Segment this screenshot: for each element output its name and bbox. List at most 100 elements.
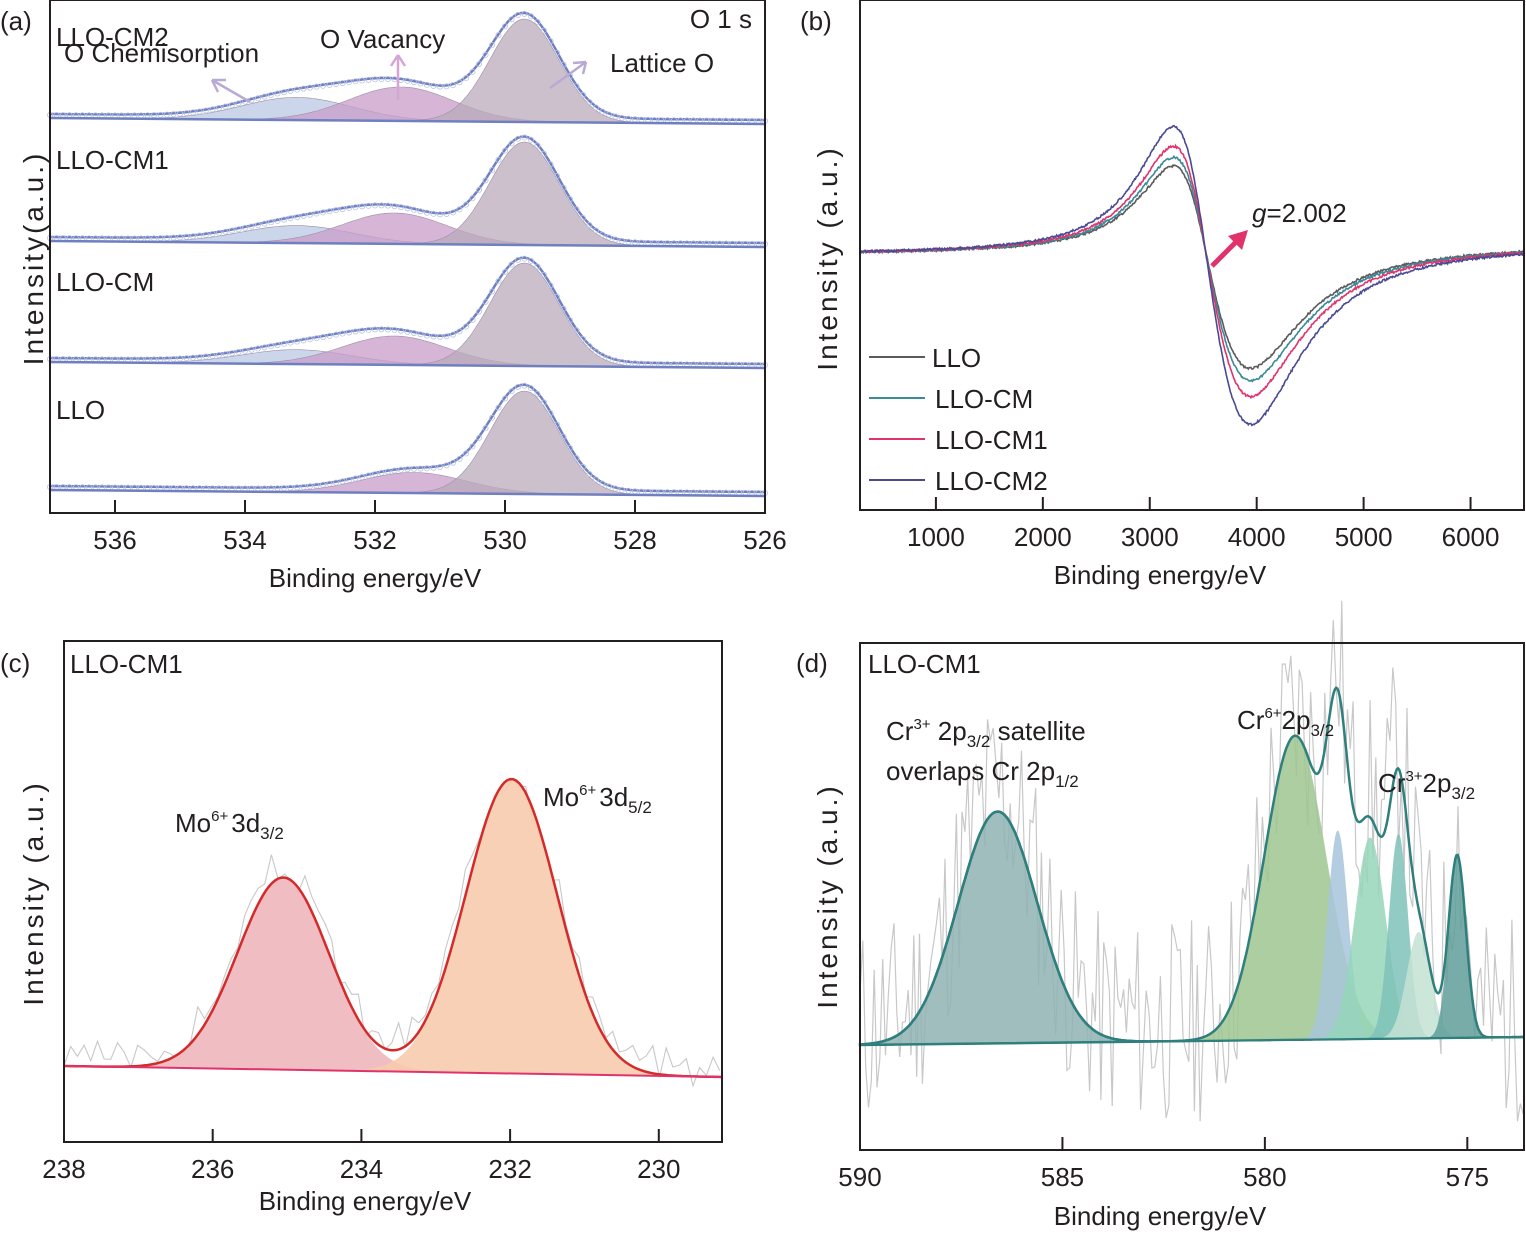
raw-data-point <box>417 331 424 338</box>
raw-data-point <box>528 385 535 392</box>
raw-data-point <box>332 80 339 87</box>
panel-c-sample-label: LLO-CM1 <box>70 649 183 679</box>
raw-data-point <box>488 42 495 49</box>
raw-data-point <box>365 76 372 83</box>
peak-area-7 <box>860 855 1524 1045</box>
raw-data-point <box>319 209 326 216</box>
raw-data-point <box>345 205 352 212</box>
panel-a-frame <box>49 0 766 514</box>
raw-data-point <box>475 308 482 315</box>
raw-data-point <box>534 263 541 270</box>
panel-c-frame <box>63 640 723 1143</box>
raw-data-point <box>365 202 372 209</box>
raw-data-point <box>358 77 365 84</box>
series-line-llo <box>859 163 1525 371</box>
raw-data-point <box>508 140 515 147</box>
raw-data-point <box>267 343 274 350</box>
legend-item: LLO-CM2 <box>869 466 1048 496</box>
raw-data-point <box>157 111 164 118</box>
raw-data-point <box>397 204 404 211</box>
fit-envelope-line <box>859 686 1524 1046</box>
raw-data-point <box>528 257 535 264</box>
raw-data-point <box>436 211 443 218</box>
raw-data-point <box>430 82 437 89</box>
raw-data-point <box>358 474 365 481</box>
raw-data-point <box>196 354 203 361</box>
raw-data-point <box>462 201 469 208</box>
annotation-o-vacancy: O Vacancy <box>320 24 445 54</box>
raw-data-point <box>475 434 482 441</box>
raw-data-point <box>280 485 287 492</box>
x-tick-label: 530 <box>483 525 526 555</box>
panel-c-label: (c) <box>0 648 30 678</box>
raw-data-point <box>482 298 489 305</box>
raw-data-point <box>222 228 229 235</box>
raw-data-point <box>515 383 522 390</box>
raw-data-point <box>345 329 352 336</box>
raw-data-point <box>306 336 313 343</box>
raw-data-point <box>215 229 222 236</box>
raw-data-point <box>235 100 242 107</box>
raw-data-point <box>228 350 235 357</box>
raw-data-point <box>404 77 411 84</box>
raw-data-point <box>410 79 417 86</box>
raw-data-point <box>352 204 359 211</box>
raw-data-line <box>63 778 721 1088</box>
raw-data-point <box>515 11 522 18</box>
raw-data-point <box>534 390 541 397</box>
raw-data-point <box>612 113 619 120</box>
panel-b-plot-area <box>859 124 1525 427</box>
raw-data-point <box>573 83 580 90</box>
raw-data-point <box>501 268 508 275</box>
g-factor-label: g=2.002 <box>1252 198 1347 228</box>
background-line <box>859 1036 1525 1046</box>
panel-b-label: (b) <box>800 6 832 36</box>
raw-data-point <box>436 463 443 470</box>
raw-data-point <box>384 76 391 83</box>
raw-data-point <box>319 333 326 340</box>
peak-area-5 <box>860 833 1524 1045</box>
raw-data-point <box>228 102 235 109</box>
arrow-vacancy-icon <box>389 54 407 100</box>
raw-data-point <box>482 51 489 58</box>
raw-data-point <box>443 333 450 340</box>
raw-data-point <box>495 278 502 285</box>
raw-data-point <box>417 208 424 215</box>
x-tick-label: 238 <box>42 1154 85 1184</box>
raw-data-point <box>404 205 411 212</box>
raw-data-point <box>599 108 606 115</box>
raw-data-point <box>469 316 476 323</box>
peak-area-1 <box>64 877 722 1077</box>
series-label: LLO <box>56 395 105 425</box>
raw-data-point <box>410 465 417 472</box>
raw-data-point <box>495 404 502 411</box>
raw-data-point <box>625 359 632 366</box>
background-line <box>49 360 766 370</box>
legend-label: LLO-CM2 <box>935 466 1048 496</box>
raw-data-point <box>547 38 554 45</box>
raw-data-point <box>391 326 398 333</box>
raw-data-point <box>332 331 339 338</box>
raw-data-point <box>365 326 372 333</box>
raw-data-point <box>326 332 333 339</box>
raw-data-point <box>430 333 437 340</box>
raw-data-point <box>580 335 587 342</box>
raw-data-point <box>267 219 274 226</box>
panel-d-label: (d) <box>796 648 828 678</box>
panel-d-frame <box>859 642 1525 1151</box>
raw-data-point <box>554 49 561 56</box>
raw-data-point <box>560 184 567 191</box>
raw-data-point <box>430 464 437 471</box>
raw-data-point <box>371 471 378 478</box>
raw-data-point <box>228 227 235 234</box>
legend-item: LLO-CM1 <box>869 425 1048 455</box>
panel-c: (c) 238 236 234 232 230 Binding energy/eV In… <box>0 640 723 1216</box>
raw-data-point <box>443 83 450 90</box>
peak-area-2 <box>64 779 722 1077</box>
raw-data-point <box>436 83 443 90</box>
raw-data-point <box>254 345 261 352</box>
annotation-lattice-o: Lattice O <box>610 48 714 78</box>
raw-data-point <box>606 355 613 362</box>
raw-data-point <box>378 469 385 476</box>
label-mo-3d52: Mo6+ 3d5/2 <box>543 782 652 817</box>
